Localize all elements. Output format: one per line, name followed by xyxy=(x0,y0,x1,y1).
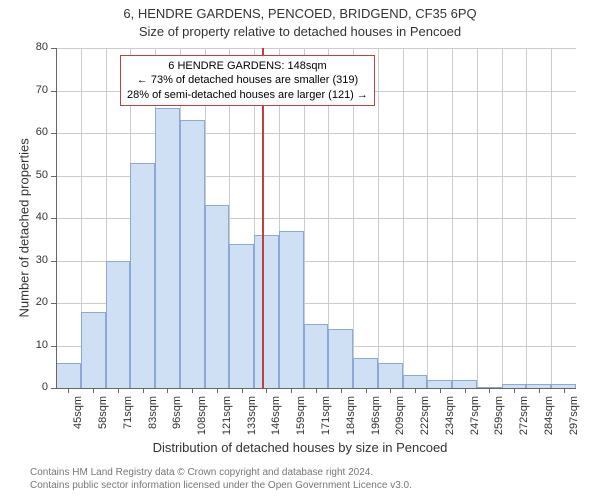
chart-subtitle: Size of property relative to detached ho… xyxy=(0,24,600,39)
histogram-bar xyxy=(452,380,477,389)
chart-title: 6, HENDRE GARDENS, PENCOED, BRIDGEND, CF… xyxy=(0,6,600,21)
xtick-label: 196sqm xyxy=(370,396,382,440)
footer-attribution: Contains HM Land Registry data © Crown c… xyxy=(30,466,412,492)
xtick-label: 297sqm xyxy=(568,396,580,440)
grid-line xyxy=(551,48,552,388)
ytick-label: 80 xyxy=(24,41,48,53)
xtick-label: 159sqm xyxy=(295,396,307,440)
grid-line xyxy=(452,48,453,388)
histogram-bar xyxy=(56,363,81,389)
histogram-bar xyxy=(304,324,329,388)
xtick-label: 247sqm xyxy=(469,396,481,440)
grid-line xyxy=(526,48,527,388)
xtick-label: 234sqm xyxy=(444,396,456,440)
histogram-bar xyxy=(427,380,452,389)
ytick-label: 20 xyxy=(24,296,48,308)
footer-line-1: Contains HM Land Registry data © Crown c… xyxy=(30,466,412,479)
histogram-bar xyxy=(155,108,180,389)
xtick-label: 133sqm xyxy=(246,396,258,440)
annotation-line: ← 73% of detached houses are smaller (31… xyxy=(127,73,368,87)
histogram-bar xyxy=(279,231,304,388)
ytick-label: 10 xyxy=(24,339,48,351)
xtick-label: 96sqm xyxy=(171,396,183,440)
ytick-label: 0 xyxy=(24,381,48,393)
xtick-label: 209sqm xyxy=(394,396,406,440)
xtick-label: 184sqm xyxy=(345,396,357,440)
ytick-label: 30 xyxy=(24,254,48,266)
histogram-bar xyxy=(229,244,254,389)
xtick-label: 121sqm xyxy=(221,396,233,440)
grid-line xyxy=(56,133,576,134)
grid-line xyxy=(427,48,428,388)
histogram-bar xyxy=(81,312,106,389)
histogram-bar xyxy=(130,163,155,388)
grid-line xyxy=(502,48,503,388)
xtick-label: 108sqm xyxy=(196,396,208,440)
xtick-label: 45sqm xyxy=(72,396,84,440)
ytick-label: 50 xyxy=(24,169,48,181)
x-axis-line xyxy=(56,388,576,389)
histogram-bar xyxy=(106,261,131,389)
annotation-line: 28% of semi-detached houses are larger (… xyxy=(127,88,368,102)
xtick-label: 171sqm xyxy=(320,396,332,440)
footer-line-2: Contains public sector information licen… xyxy=(30,479,412,492)
histogram-bar xyxy=(378,363,403,389)
annotation-line: 6 HENDRE GARDENS: 148sqm xyxy=(127,59,368,73)
annotation-box: 6 HENDRE GARDENS: 148sqm← 73% of detache… xyxy=(120,55,375,106)
xtick-label: 146sqm xyxy=(270,396,282,440)
histogram-bar xyxy=(328,329,353,389)
grid-line xyxy=(378,48,379,388)
histogram-bar xyxy=(180,120,205,388)
grid-line xyxy=(56,48,576,49)
xtick-label: 58sqm xyxy=(97,396,109,440)
histogram-bar xyxy=(254,235,279,388)
y-axis-line xyxy=(56,48,57,388)
xtick-label: 272sqm xyxy=(518,396,530,440)
histogram-bar xyxy=(403,375,428,388)
grid-line xyxy=(477,48,478,388)
xtick-label: 83sqm xyxy=(147,396,159,440)
ytick-label: 60 xyxy=(24,126,48,138)
xtick-label: 71sqm xyxy=(122,396,134,440)
xtick-label: 284sqm xyxy=(543,396,555,440)
histogram-bar xyxy=(205,205,230,388)
xtick-label: 259sqm xyxy=(493,396,505,440)
grid-line xyxy=(403,48,404,388)
xtick-label: 222sqm xyxy=(419,396,431,440)
x-axis-label: Distribution of detached houses by size … xyxy=(0,440,600,455)
ytick-label: 70 xyxy=(24,84,48,96)
ytick-label: 40 xyxy=(24,211,48,223)
histogram-bar xyxy=(353,358,378,388)
